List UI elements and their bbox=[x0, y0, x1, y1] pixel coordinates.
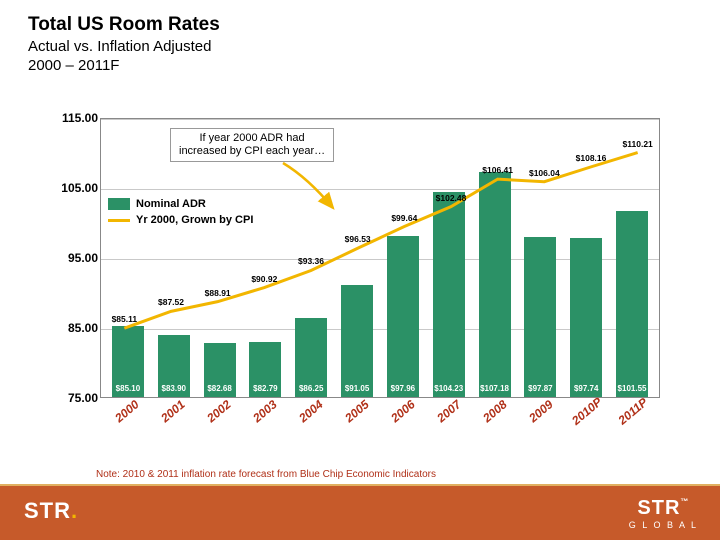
line-value-label: $88.91 bbox=[205, 288, 231, 298]
slide-title: Total US Room Rates bbox=[28, 14, 720, 36]
line-value-label: $93.36 bbox=[298, 256, 324, 266]
x-label: 2010P bbox=[567, 393, 607, 429]
logo-right: STR™ G L O B A L bbox=[629, 497, 698, 530]
footer-stripe bbox=[0, 484, 720, 486]
tm-icon: ™ bbox=[680, 497, 689, 506]
x-label: 2006 bbox=[383, 393, 423, 429]
chart-container: 75.0085.0095.00105.00115.00 $85.10$83.90… bbox=[48, 110, 678, 440]
logo-left: STR. bbox=[24, 498, 78, 524]
y-tick: 75.00 bbox=[48, 391, 98, 405]
y-tick: 85.00 bbox=[48, 321, 98, 335]
line-value-label: $85.11 bbox=[112, 314, 138, 324]
legend: Nominal ADR Yr 2000, Grown by CPI bbox=[108, 198, 253, 230]
line-value-label: $102.48 bbox=[436, 193, 467, 203]
line-value-label: $106.41 bbox=[482, 165, 513, 175]
x-label: 2003 bbox=[245, 393, 285, 429]
slide-subtitle: Actual vs. Inflation Adjusted 2000 – 201… bbox=[28, 38, 720, 76]
logo-dot-icon: . bbox=[71, 498, 78, 523]
x-label: 2007 bbox=[429, 393, 469, 429]
line-value-label: $106.04 bbox=[529, 168, 560, 178]
x-label: 2008 bbox=[475, 393, 515, 429]
x-label: 2011P bbox=[613, 393, 653, 429]
x-label: 2009 bbox=[521, 393, 561, 429]
x-axis-labels: 2000200120022003200420052006200720082009… bbox=[100, 402, 660, 416]
line-value-label: $96.53 bbox=[345, 234, 371, 244]
swatch-line-icon bbox=[108, 219, 130, 222]
line-value-label: $108.16 bbox=[576, 153, 607, 163]
legend-item-cpi: Yr 2000, Grown by CPI bbox=[108, 214, 253, 226]
line-value-label: $90.92 bbox=[251, 274, 277, 284]
x-label: 2002 bbox=[199, 393, 239, 429]
line-value-label: $110.21 bbox=[623, 139, 653, 149]
x-label: 2001 bbox=[153, 393, 193, 429]
footnote: Note: 2010 & 2011 inflation rate forecas… bbox=[96, 469, 436, 480]
slide-header: Total US Room Rates Actual vs. Inflation… bbox=[0, 0, 720, 76]
y-tick: 115.00 bbox=[48, 111, 98, 125]
line-value-label: $99.64 bbox=[391, 213, 417, 223]
y-tick: 105.00 bbox=[48, 181, 98, 195]
x-label: 2000 bbox=[107, 393, 147, 429]
footer-bar: STR. STR™ G L O B A L bbox=[0, 484, 720, 540]
x-label: 2005 bbox=[337, 393, 377, 429]
swatch-bar-icon bbox=[108, 198, 130, 210]
line-value-label: $87.52 bbox=[158, 297, 184, 307]
legend-item-nominal: Nominal ADR bbox=[108, 198, 253, 210]
y-tick: 95.00 bbox=[48, 251, 98, 265]
x-label: 2004 bbox=[291, 393, 331, 429]
callout-box: If year 2000 ADR had increased by CPI ea… bbox=[170, 128, 334, 162]
